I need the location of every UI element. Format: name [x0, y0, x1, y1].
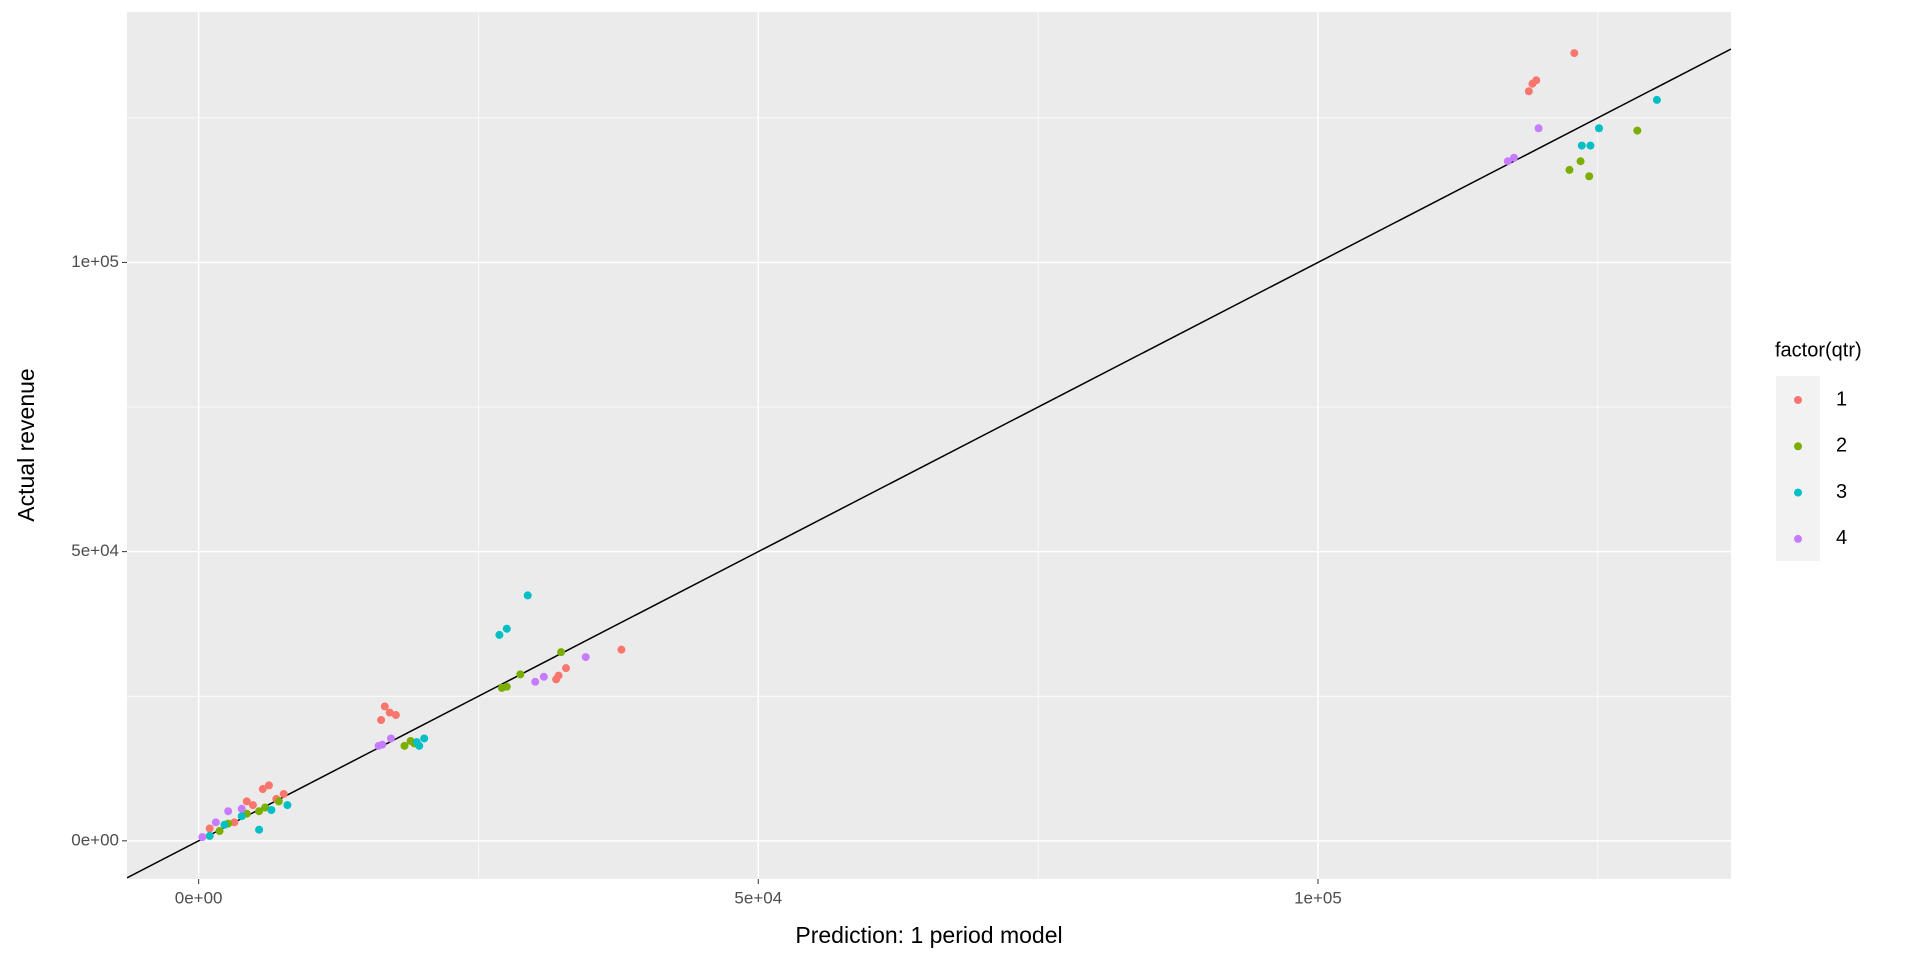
legend-key-bg [1776, 376, 1820, 561]
legend-key [1794, 488, 1802, 497]
legend-key [1794, 442, 1802, 451]
point [1565, 165, 1574, 174]
point [552, 675, 561, 684]
point [557, 648, 566, 657]
y-axis-title: Actual revenue [13, 368, 39, 521]
x-axis-title: Prediction: 1 period model [795, 922, 1062, 948]
point [230, 818, 239, 827]
legend-label: 1 [1836, 388, 1847, 410]
point [497, 683, 506, 692]
y-tick-label: 1e+05 [71, 252, 119, 271]
legend-key [1794, 534, 1802, 543]
x-tick-label: 5e+04 [734, 888, 782, 907]
point [420, 734, 429, 743]
point [264, 781, 273, 790]
point [523, 591, 532, 600]
legend-title: factor(qtr) [1775, 339, 1862, 361]
point [1534, 124, 1543, 133]
point [211, 818, 220, 827]
point [255, 807, 264, 816]
point [198, 833, 207, 842]
point [205, 831, 214, 840]
point [283, 801, 292, 810]
point [267, 805, 276, 814]
point [495, 630, 504, 639]
point [242, 797, 251, 806]
point [562, 664, 571, 673]
point [377, 716, 386, 725]
point [1586, 141, 1595, 150]
point [531, 677, 540, 686]
point [1524, 87, 1533, 96]
point [220, 820, 229, 829]
point [1652, 95, 1661, 104]
point [205, 824, 214, 833]
point [255, 825, 264, 834]
point [502, 624, 511, 633]
point [224, 807, 233, 816]
plot-panel [127, 12, 1731, 879]
point [274, 797, 283, 806]
point [380, 702, 389, 711]
point [539, 672, 548, 681]
point [415, 741, 424, 750]
point [1503, 157, 1512, 166]
point [1532, 76, 1541, 85]
point [261, 803, 270, 812]
point [1570, 49, 1579, 58]
point [516, 670, 525, 679]
point [248, 801, 257, 810]
x-tick-label: 0e+00 [175, 888, 223, 907]
point [1595, 124, 1604, 133]
point [374, 741, 383, 750]
point [237, 804, 246, 813]
legend-label: 4 [1836, 527, 1847, 549]
legend-label: 2 [1836, 435, 1847, 457]
legend-key [1794, 396, 1802, 404]
legend-label: 3 [1836, 481, 1847, 503]
point [385, 708, 394, 717]
point [1577, 141, 1586, 150]
point [406, 736, 415, 745]
point [1509, 153, 1518, 162]
point [400, 741, 409, 750]
point [237, 812, 246, 821]
x-tick-label: 1e+05 [1294, 888, 1342, 907]
point [1633, 126, 1642, 135]
y-tick-label: 0e+00 [71, 830, 119, 849]
point [1585, 172, 1594, 181]
point [279, 789, 288, 798]
point [391, 711, 400, 720]
point [258, 785, 267, 794]
point [1576, 157, 1585, 166]
point [386, 734, 395, 743]
point [617, 645, 626, 654]
point [215, 826, 224, 835]
point [581, 653, 590, 662]
y-tick-label: 5e+04 [71, 541, 119, 560]
